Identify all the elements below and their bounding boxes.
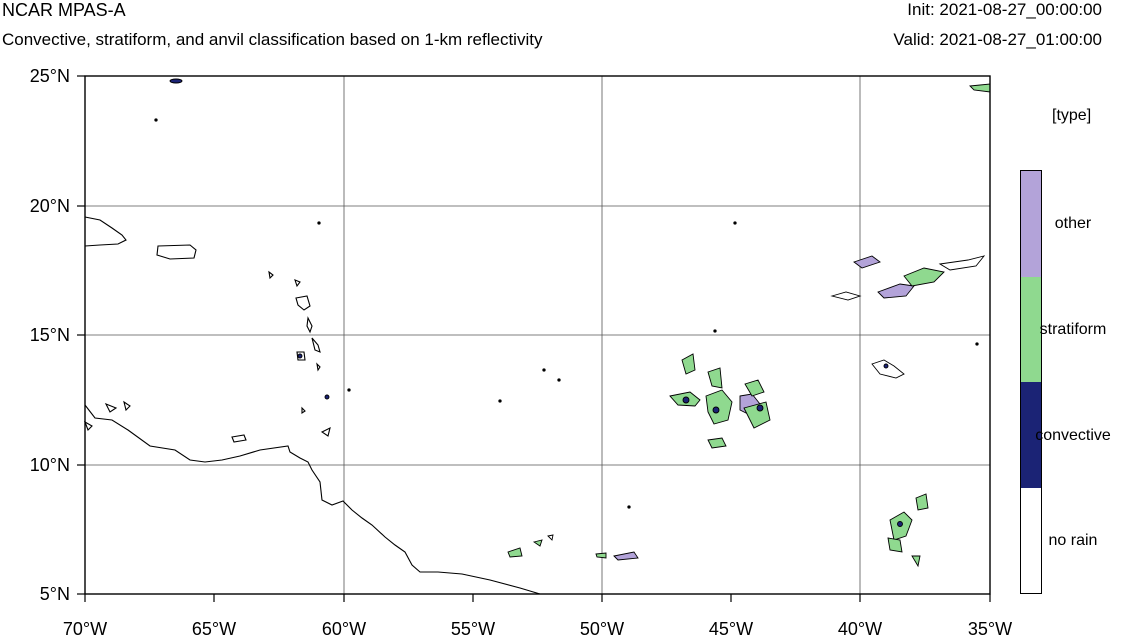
graticule: [85, 76, 990, 594]
island-coast: [123, 400, 131, 412]
legend-swatch-convective: [1021, 382, 1041, 488]
lat-label-10n: 10°N: [29, 455, 70, 475]
island-coast: [295, 295, 311, 311]
lon-label-40w: 40°W: [837, 619, 883, 639]
island-coast: [311, 337, 321, 353]
legend-swatch-stratiform: [1021, 277, 1041, 382]
map-title: NCAR MPAS-A: [2, 0, 126, 20]
legend-label-other: other: [1054, 215, 1092, 232]
legend-title: [type]: [1052, 107, 1092, 124]
legend-label-no-rain: no rain: [1048, 532, 1098, 549]
storm-cluster-central: [669, 353, 771, 449]
lat-label-20n: 20°N: [29, 196, 70, 216]
island-coast: [231, 434, 247, 443]
lon-label-35w: 35°W: [967, 619, 1013, 639]
island-coast: [104, 402, 118, 413]
precipitation-cells: [154, 78, 991, 568]
lon-label-60w: 60°W: [321, 619, 367, 639]
lon-label-45w: 45°W: [708, 619, 754, 639]
init-value: 2021-08-27_00:00:00: [939, 0, 1102, 19]
init-time: Init: 2021-08-27_00:00:00: [907, 0, 1102, 20]
lon-label-55w: 55°W: [450, 619, 496, 639]
legend-swatch-no-rain: [1021, 488, 1041, 593]
puerto-rico-hispaniola-coast: [84, 216, 127, 247]
map-subtitle: Convective, stratiform, and anvil classi…: [2, 30, 543, 49]
storm-cells-south: [507, 534, 639, 561]
island-coast: [156, 244, 197, 260]
lat-label-25n: 25°N: [29, 66, 70, 86]
legend-colorbar: [1020, 170, 1042, 594]
island-coast: [306, 316, 313, 334]
valid-time: Valid: 2021-08-27_01:00:00: [893, 30, 1102, 50]
coastlines: [83, 216, 541, 595]
axis-ticks: [77, 75, 991, 602]
lat-label-5n: 5°N: [39, 584, 70, 604]
lat-label-15n: 15°N: [29, 325, 70, 345]
isolated-cells: [154, 78, 979, 509]
legend-label-stratiform: stratiform: [1039, 321, 1107, 338]
lon-label-70w: 70°W: [62, 619, 108, 639]
lon-label-50w: 50°W: [579, 619, 625, 639]
island-coast: [268, 270, 274, 280]
init-label: Init:: [907, 0, 935, 19]
storm-band-northeast: [830, 83, 991, 301]
south-america-coast: [84, 404, 541, 595]
lon-label-65w: 65°W: [191, 619, 237, 639]
legend-swatch-other: [1021, 171, 1041, 277]
island-coast: [301, 406, 306, 415]
island-coast: [316, 362, 321, 372]
island-coast: [296, 351, 306, 361]
island-coast: [320, 426, 331, 437]
island-coast: [294, 279, 301, 288]
valid-label: Valid:: [893, 30, 935, 49]
storm-cluster-southeast: [887, 493, 929, 568]
legend-label-convective: convective: [1035, 427, 1111, 444]
island-coast: [83, 420, 93, 431]
valid-value: 2021-08-27_01:00:00: [939, 30, 1102, 49]
